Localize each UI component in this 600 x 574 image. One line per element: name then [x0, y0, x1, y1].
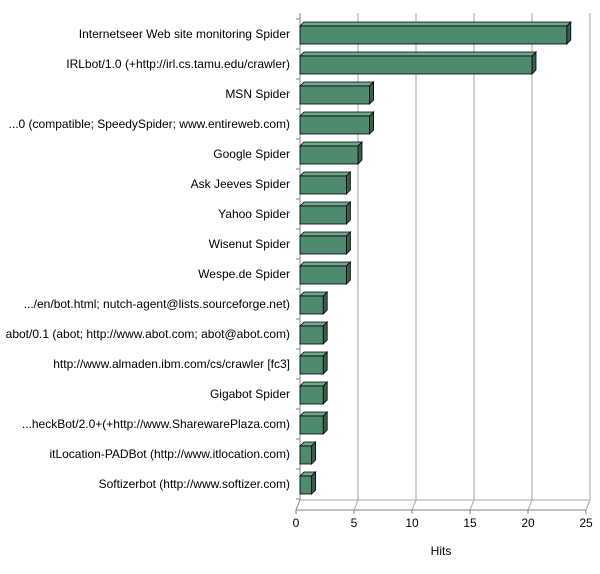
- category-label: Wisenut Spider: [209, 237, 290, 251]
- bar-front-face: [299, 415, 324, 435]
- bar-top-face: [299, 111, 375, 117]
- bar: [299, 261, 352, 285]
- bar-side-face: [322, 291, 328, 315]
- gridline-floor: [469, 499, 475, 511]
- bar-side-face: [322, 321, 328, 345]
- bar-top-face: [299, 171, 352, 177]
- bar-front-face: [299, 25, 568, 45]
- x-tick-label: 25: [579, 516, 593, 530]
- bar-top-face: [299, 291, 329, 297]
- category-label: ...0 (compatible; SpeedySpider; www.enti…: [9, 117, 290, 131]
- bar-side-face: [345, 231, 351, 255]
- gridline-floor: [353, 499, 359, 511]
- bar-front-face: [299, 115, 370, 135]
- bar-front-face: [299, 175, 347, 195]
- bar-front-face: [299, 325, 324, 345]
- bar-front-face: [299, 205, 347, 225]
- bar: [299, 171, 352, 195]
- category-label: Ask Jeeves Spider: [191, 177, 290, 191]
- bar: [299, 51, 537, 75]
- bar-front-face: [299, 475, 313, 495]
- bars: [299, 21, 572, 495]
- bar-front-face: [299, 145, 359, 165]
- bar-top-face: [299, 231, 352, 237]
- bar: [299, 201, 352, 225]
- bar-side-face: [345, 171, 351, 195]
- bar: [299, 231, 352, 255]
- bar: [299, 351, 329, 375]
- category-label: abot/0.1 (abot; http://www.abot.com; abo…: [6, 327, 290, 341]
- bar-side-face: [345, 261, 351, 285]
- bar: [299, 21, 572, 45]
- category-label: Softizerbot (http://www.softizer.com): [99, 477, 290, 491]
- x-tick-label: 10: [405, 516, 419, 530]
- bar-top-face: [299, 81, 375, 87]
- category-label: Internetseer Web site monitoring Spider: [79, 27, 290, 41]
- bar-top-face: [299, 321, 329, 327]
- bar-top-face: [299, 21, 572, 27]
- bar-top-face: [299, 381, 329, 387]
- bar-top-face: [299, 411, 329, 417]
- bar-front-face: [299, 265, 347, 285]
- gridline-floor: [527, 499, 533, 511]
- category-label: Gigabot Spider: [210, 387, 290, 401]
- category-label: IRLbot/1.0 (+http://irl.cs.tamu.edu/craw…: [66, 57, 290, 71]
- bar: [299, 411, 329, 435]
- category-label: Yahoo Spider: [218, 207, 290, 221]
- bar-side-face: [566, 21, 572, 45]
- category-label: .../en/bot.html; nutch-agent@lists.sourc…: [24, 297, 290, 311]
- category-label: MSN Spider: [225, 87, 290, 101]
- bar-side-face: [357, 141, 363, 165]
- bar-top-face: [299, 261, 352, 267]
- x-tick-label: 5: [351, 516, 358, 530]
- bar: [299, 441, 317, 465]
- bar: [299, 381, 329, 405]
- floor-left-edge: [295, 499, 301, 511]
- x-tick-label: 0: [293, 516, 300, 530]
- bar-front-face: [299, 55, 533, 75]
- bar-side-face: [369, 111, 375, 135]
- bar-side-face: [531, 51, 537, 75]
- bar-front-face: [299, 295, 324, 315]
- bar: [299, 81, 375, 105]
- bar-front-face: [299, 385, 324, 405]
- bar-side-face: [322, 351, 328, 375]
- bar-front-face: [299, 445, 313, 465]
- grid: [353, 13, 591, 511]
- bar-side-face: [322, 411, 328, 435]
- floor-right-edge: [585, 499, 591, 511]
- category-labels: Internetseer Web site monitoring Spider I…: [6, 27, 290, 491]
- bar-side-face: [322, 381, 328, 405]
- category-label: Wespe.de Spider: [198, 267, 290, 281]
- bar-front-face: [299, 355, 324, 375]
- bar-top-face: [299, 51, 537, 57]
- bar: [299, 471, 317, 495]
- x-tick-label: 20: [521, 516, 535, 530]
- bar: [299, 291, 329, 315]
- category-label: http://www.almaden.ibm.com/cs/crawler [f…: [53, 357, 290, 371]
- bar-front-face: [299, 85, 370, 105]
- x-tick-label: 15: [463, 516, 477, 530]
- x-axis-title: Hits: [431, 544, 452, 558]
- category-label: itLocation-PADBot (http://www.itlocation…: [49, 447, 290, 461]
- bar-side-face: [345, 201, 351, 225]
- bar: [299, 141, 363, 165]
- bar-front-face: [299, 235, 347, 255]
- bar: [299, 111, 375, 135]
- category-label: Google Spider: [213, 147, 290, 161]
- category-label: ...heckBot/2.0+(+http://www.SharewarePla…: [22, 417, 290, 431]
- bar-side-face: [369, 81, 375, 105]
- bar-side-face: [311, 471, 317, 495]
- x-axis: 0 5 10 15 20 25: [293, 510, 593, 530]
- bar: [299, 321, 329, 345]
- bar-top-face: [299, 201, 352, 207]
- bar-top-face: [299, 141, 363, 147]
- bar-side-face: [311, 441, 317, 465]
- gridline-floor: [411, 499, 417, 511]
- bar-top-face: [299, 351, 329, 357]
